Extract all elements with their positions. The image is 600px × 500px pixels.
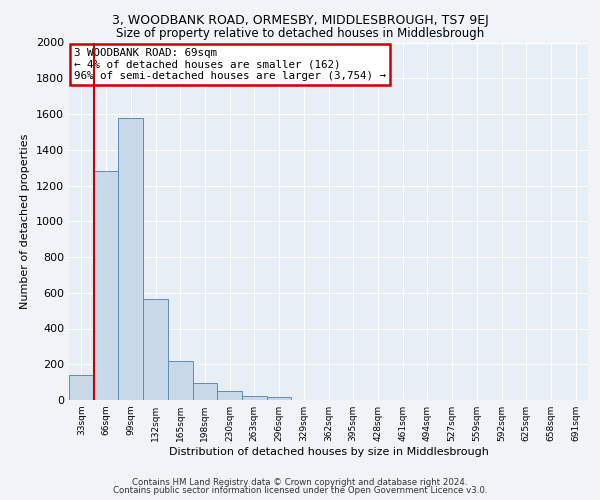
Text: Size of property relative to detached houses in Middlesbrough: Size of property relative to detached ho… — [116, 28, 484, 40]
Text: Contains HM Land Registry data © Crown copyright and database right 2024.: Contains HM Land Registry data © Crown c… — [132, 478, 468, 487]
Bar — [242, 396, 267, 400]
Bar — [168, 360, 193, 400]
Bar — [193, 383, 217, 400]
Bar — [94, 171, 118, 400]
Bar — [118, 118, 143, 400]
X-axis label: Distribution of detached houses by size in Middlesbrough: Distribution of detached houses by size … — [169, 447, 488, 457]
Bar — [143, 299, 168, 400]
Text: 3, WOODBANK ROAD, ORMESBY, MIDDLESBROUGH, TS7 9EJ: 3, WOODBANK ROAD, ORMESBY, MIDDLESBROUGH… — [112, 14, 488, 27]
Bar — [69, 375, 94, 400]
Bar — [217, 391, 242, 400]
Bar — [267, 398, 292, 400]
Text: 3 WOODBANK ROAD: 69sqm
← 4% of detached houses are smaller (162)
96% of semi-det: 3 WOODBANK ROAD: 69sqm ← 4% of detached … — [74, 48, 386, 81]
Y-axis label: Number of detached properties: Number of detached properties — [20, 134, 31, 309]
Text: Contains public sector information licensed under the Open Government Licence v3: Contains public sector information licen… — [113, 486, 487, 495]
